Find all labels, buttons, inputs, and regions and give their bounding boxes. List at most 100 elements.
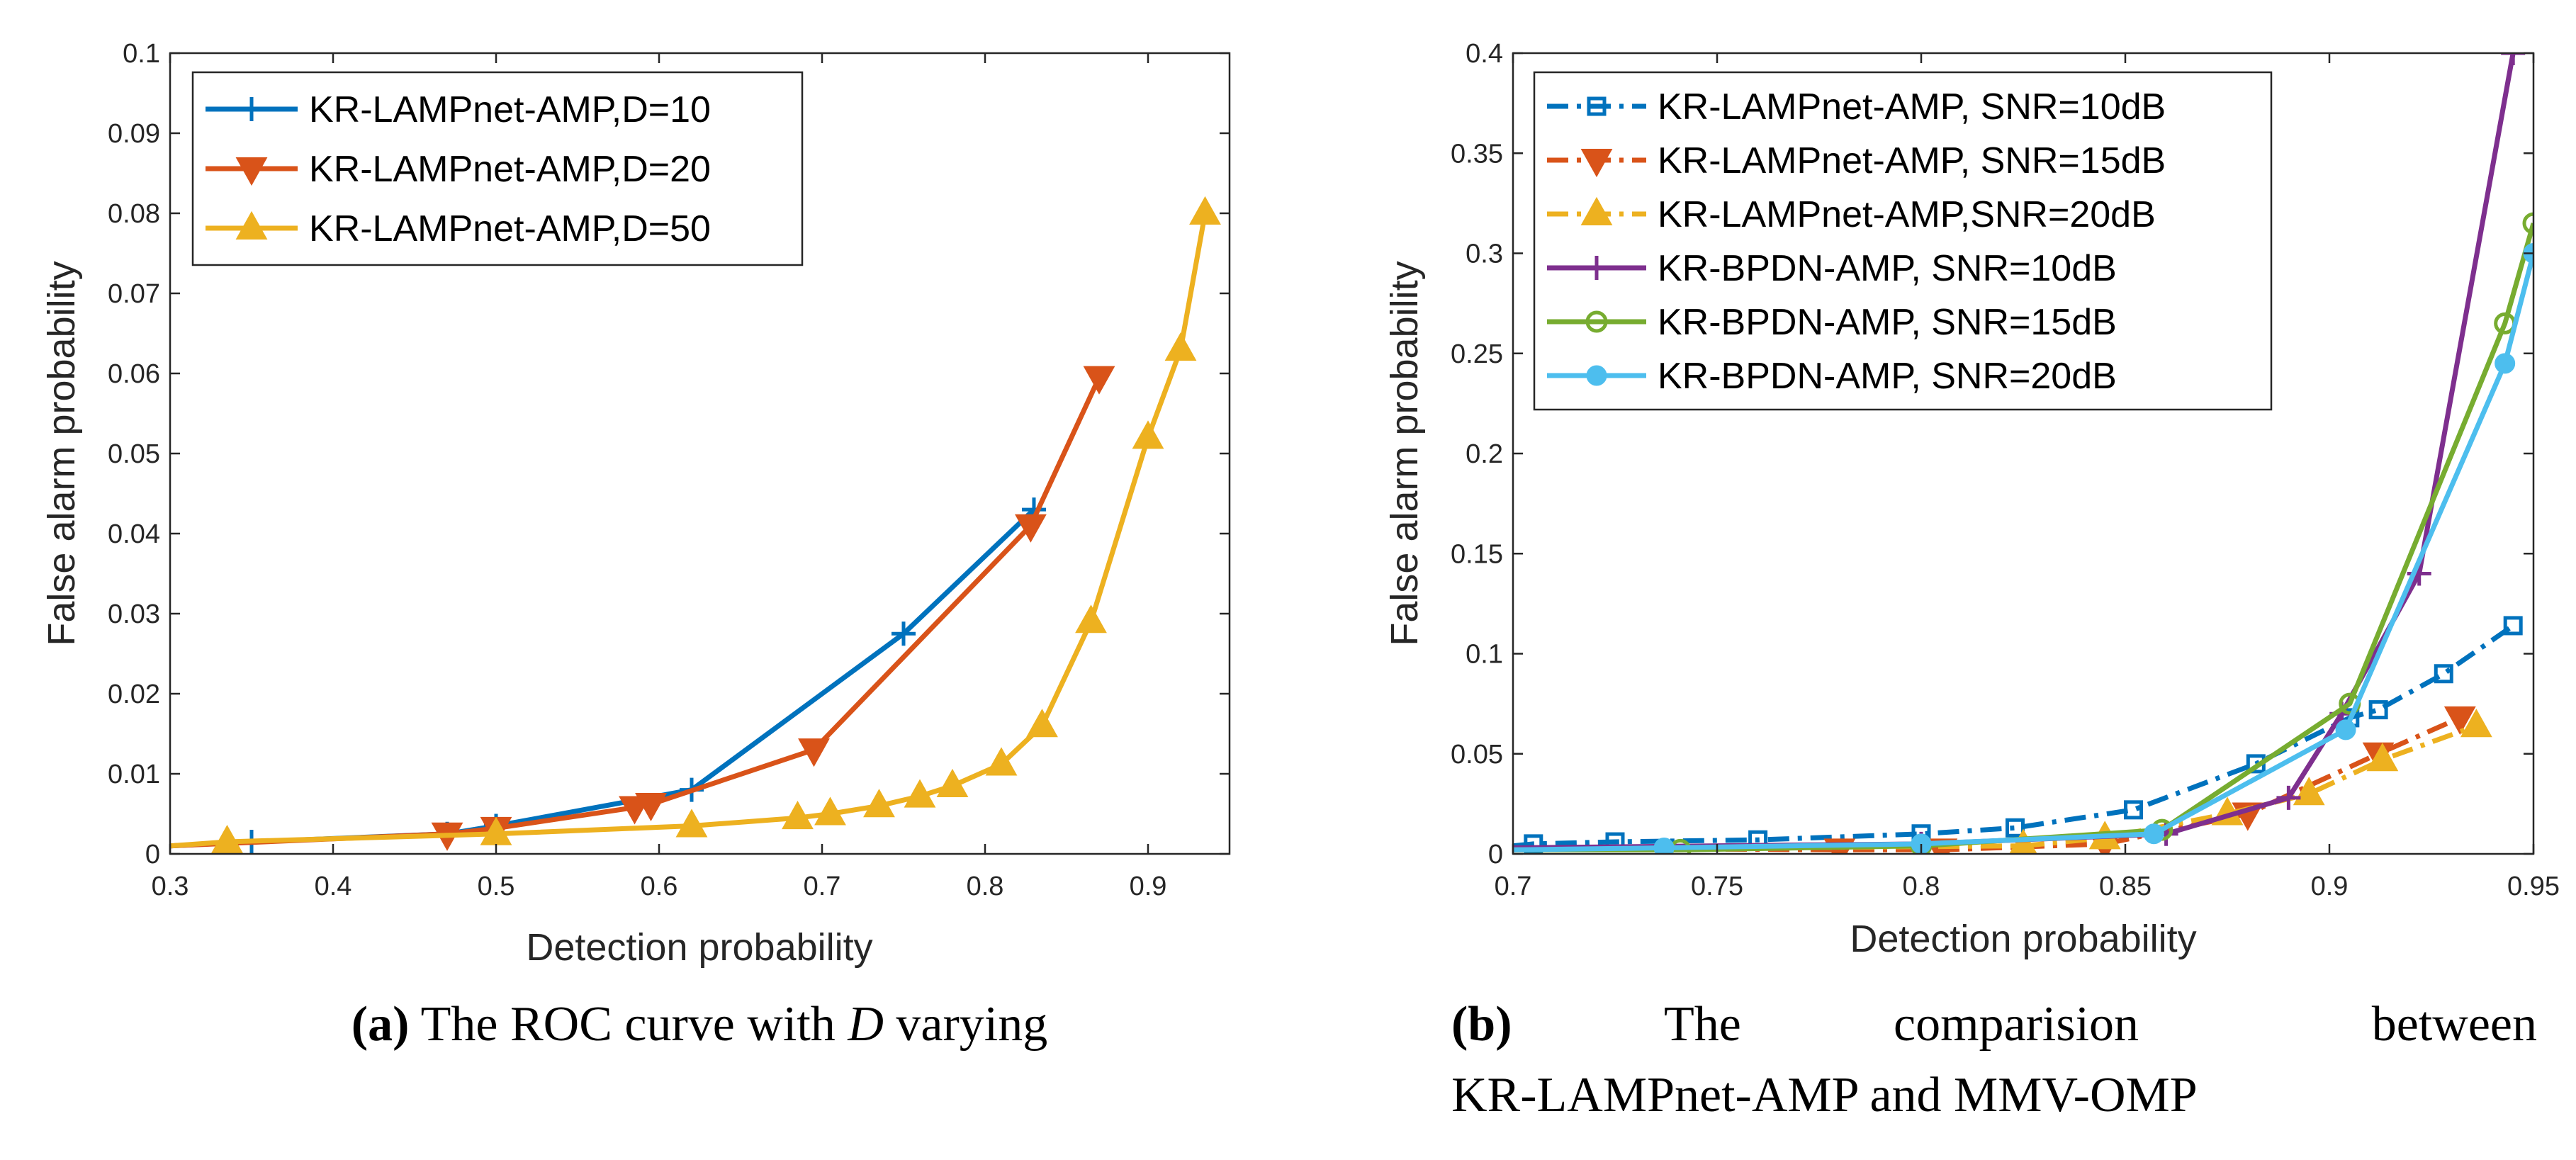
series-line-1 [1513,624,2515,849]
caption-b-word-2: comparision [1894,997,2139,1052]
x-tick-label: 0.7 [1495,872,1532,901]
data-point [2368,700,2388,720]
legend-entry-3: KR-LAMPnet-AMP,SNR=20dB [1658,194,2156,235]
y-tick-label: 0 [145,840,160,869]
caption-a-label: (a) [351,997,410,1052]
y-tick-label: 0.03 [108,599,160,629]
legend-entry-1: KR-LAMPnet-AMP, SNR=10dB [1658,86,2166,128]
data-point [1653,838,1675,854]
legend-marker [1585,310,1608,333]
legend-marker [1580,196,1613,225]
data-point [2501,53,2526,65]
caption-b-line-2: KR-LAMPnet-AMP and MMV-OMP [1451,1068,2198,1122]
chart-panel-a: 0.3 0.4 0.5 0.6 0.7 0.8 0.9 0 0.01 0.02 0.03 0.04 0.… [40,39,1231,969]
x-tick-label: 0.9 [2311,872,2349,901]
series-group-b [1513,53,2533,854]
y-tick-label: 0.15 [1451,539,1503,569]
data-point [2460,709,2492,738]
data-point [2434,664,2453,684]
x-tick-label: 0.8 [1903,872,1940,901]
data-point [936,768,969,797]
y-tick-label: 0.25 [1451,339,1503,369]
x-tick-label: 0.3 [152,872,189,901]
x-tick-label: 0.5 [478,872,515,901]
y-tick-label: 0.06 [108,359,160,389]
caption-b-label: (b) [1451,997,1512,1052]
data-point [1164,332,1197,361]
data-point [2495,353,2516,374]
legend-marker [235,157,268,186]
legend-entry-1: KR-LAMPnet-AMP,D=10 [309,89,711,130]
data-point [2005,818,2025,838]
x-tick-label: 0.85 [2099,872,2152,901]
legend-entry-4: KR-BPDN-AMP, SNR=10dB [1658,248,2117,289]
legend-entry-2: KR-LAMPnet-AMP, SNR=15dB [1658,140,2166,181]
y-tick-label: 0.05 [1451,740,1503,770]
data-point [1132,420,1164,449]
data-point [635,792,667,822]
y-tick-label: 0 [1488,840,1503,869]
data-point [1014,514,1047,543]
data-point [2335,719,2356,741]
chart-panel-b: 0.7 0.75 0.8 0.85 0.9 0.95 0 0.05 0.1 0.15 0.2 0.25… [1383,39,2560,960]
data-point [782,801,814,830]
data-point [675,809,708,838]
data-point [814,796,846,826]
series-group-a [170,196,1221,854]
x-tick-label: 0.75 [1691,872,1743,901]
y-tick-label: 0.1 [1466,640,1503,670]
legend-marker [240,97,264,121]
y-tick-label: 0.4 [1466,39,1503,69]
y-tick-label: 0.07 [108,279,160,309]
x-tick-label: 0.8 [967,872,1004,901]
y-tick-label: 0.2 [1466,439,1503,469]
legend-entry-2: KR-LAMPnet-AMP,D=20 [309,149,711,190]
legend-marker [1585,256,1609,280]
y-axis-label-a: False alarm probability [40,261,83,646]
data-point [863,789,895,818]
data-point [985,747,1018,776]
x-tick-label: 0.9 [1130,872,1167,901]
data-point [2443,706,2476,735]
caption-b-word-1: The [1664,997,1741,1052]
legend-marker [1580,149,1613,178]
legend-marker [1586,365,1607,386]
data-point [2143,823,2164,845]
caption-a-text-after: varying [884,997,1047,1052]
x-tick-label: 0.6 [641,872,678,901]
x-axis-label-b: Detection probability [1850,918,2196,960]
data-point [211,824,243,854]
legend-entry-5: KR-BPDN-AMP, SNR=15dB [1658,302,2117,343]
x-axis-label-a: Detection probability [526,926,872,969]
legend-a: KR-LAMPnet-AMP,D=10 KR-LAMPnet-AMP,D=20 KR… [191,71,804,266]
legend-marker [235,210,268,240]
data-point [798,738,830,767]
data-point [904,779,936,808]
x-tick-label: 0.95 [2507,872,2560,901]
data-point [2124,800,2144,820]
data-point [2293,777,2325,806]
y-tick-label: 0.09 [108,119,160,149]
data-point [480,816,512,845]
x-tick-label: 0.4 [315,872,352,901]
legend-box [1533,71,2273,411]
y-tick-label: 0.04 [108,519,160,549]
y-tick-label: 0.08 [108,199,160,229]
legend-b: KR-LAMPnet-AMP, SNR=10dB KR-LAMPnet-AMP, … [1533,71,2273,411]
data-point [1026,709,1058,738]
y-tick-label: 0.35 [1451,139,1503,169]
axis-ticks-b: 0.7 0.75 0.8 0.85 0.9 0.95 0 0.05 0.1 0.15 0.2 0.25… [1451,39,2560,901]
y-axis-label-b: False alarm probability [1383,261,1426,646]
axis-ticks-a: 0.3 0.4 0.5 0.6 0.7 0.8 0.9 0 0.01 0.02 0.03 0.04 0.… [108,39,1230,901]
data-point [2366,743,2399,772]
legend-entry-3: KR-LAMPnet-AMP,D=50 [309,208,711,249]
y-tick-label: 0.05 [108,439,160,469]
caption-a: (a) The ROC curve with D varying [351,997,1047,1052]
y-tick-label: 0.1 [123,39,160,69]
data-point [2009,828,2037,854]
data-point [2522,212,2533,235]
data-point [2503,616,2523,636]
data-point [892,621,916,646]
y-tick-label: 0.01 [108,760,160,789]
